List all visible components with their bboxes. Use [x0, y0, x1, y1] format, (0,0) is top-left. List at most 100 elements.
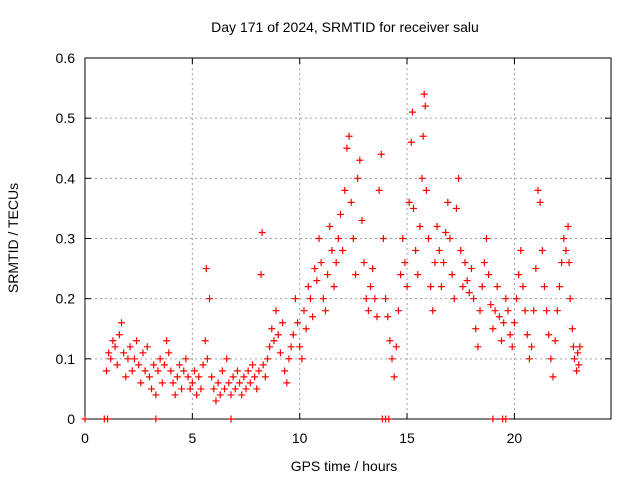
y-tick-label: 0.4 — [56, 170, 76, 186]
data-point — [448, 271, 456, 279]
data-point — [202, 265, 210, 273]
data-point — [547, 355, 555, 363]
data-point — [407, 138, 415, 146]
data-point — [109, 337, 117, 345]
data-point — [302, 325, 310, 333]
data-point — [566, 295, 574, 303]
data-point — [296, 343, 304, 351]
data-point — [358, 216, 366, 224]
data-point — [268, 325, 276, 333]
data-point — [272, 307, 280, 315]
data-point — [124, 355, 132, 363]
data-point — [450, 295, 458, 303]
data-point — [498, 337, 506, 345]
data-point — [412, 247, 420, 255]
data-point — [364, 307, 372, 315]
y-tick-label: 0.5 — [56, 110, 76, 126]
data-point — [349, 235, 357, 242]
data-point — [115, 331, 123, 339]
data-point — [525, 355, 533, 363]
data-point — [508, 343, 516, 351]
data-point — [519, 283, 527, 291]
data-point — [489, 415, 497, 423]
data-point — [210, 385, 218, 393]
data-point — [565, 259, 573, 267]
data-point — [354, 174, 362, 182]
data-point — [369, 265, 377, 273]
data-point — [385, 415, 393, 423]
data-point — [545, 331, 553, 339]
data-point — [111, 343, 119, 351]
data-point — [304, 283, 312, 291]
y-tick-label: 0 — [67, 411, 75, 427]
data-point — [392, 343, 400, 351]
data-point — [236, 379, 244, 387]
data-point — [564, 222, 572, 230]
data-point — [203, 355, 211, 363]
data-point — [555, 283, 563, 291]
data-point — [139, 349, 147, 357]
data-point — [281, 367, 289, 375]
data-point — [152, 415, 160, 423]
data-point — [474, 343, 482, 351]
data-point — [291, 295, 299, 303]
data-point — [240, 373, 248, 381]
data-point — [102, 367, 110, 375]
data-point — [427, 283, 435, 291]
data-point — [485, 271, 493, 279]
data-point — [270, 337, 278, 345]
data-point — [375, 186, 383, 194]
data-point — [148, 385, 156, 393]
data-point — [416, 222, 424, 230]
data-point — [433, 222, 441, 230]
data-point — [422, 186, 430, 194]
data-point — [212, 397, 220, 405]
x-tick-label: 10 — [292, 430, 308, 446]
data-point — [510, 319, 518, 327]
data-point — [324, 271, 332, 279]
data-point — [409, 204, 417, 212]
data-point — [309, 313, 317, 321]
data-point — [276, 349, 284, 357]
data-point — [455, 174, 463, 182]
data-point — [326, 222, 334, 230]
data-point — [487, 301, 495, 309]
data-point — [345, 132, 353, 140]
data-point — [457, 247, 465, 255]
data-point — [300, 307, 308, 315]
data-point — [403, 283, 411, 291]
data-point — [573, 367, 581, 375]
data-point — [523, 331, 531, 339]
data-point — [163, 337, 171, 345]
data-point — [568, 325, 576, 333]
data-point — [576, 343, 584, 351]
data-point — [193, 391, 201, 399]
data-point — [553, 307, 561, 315]
data-point — [472, 325, 480, 333]
data-point — [137, 379, 145, 387]
data-point — [528, 343, 536, 351]
data-point — [459, 283, 467, 291]
data-point — [386, 337, 394, 345]
data-point — [465, 289, 473, 297]
data-point — [242, 385, 250, 393]
data-point — [476, 307, 484, 315]
data-point — [390, 373, 398, 381]
data-point — [154, 367, 162, 375]
data-point — [126, 343, 134, 351]
x-tick-label: 15 — [399, 430, 415, 446]
data-point — [113, 361, 121, 369]
data-point — [461, 259, 469, 267]
data-point — [543, 307, 551, 315]
data-point — [143, 343, 151, 351]
data-point — [530, 307, 538, 315]
data-point — [330, 283, 338, 291]
data-point — [336, 210, 344, 218]
data-point — [334, 235, 342, 242]
data-point — [437, 283, 445, 291]
data-point — [384, 313, 392, 321]
data-point — [442, 228, 450, 236]
y-axis-label: SRMTID / TECUs — [5, 183, 21, 293]
data-point — [562, 247, 570, 255]
data-point — [321, 307, 329, 315]
